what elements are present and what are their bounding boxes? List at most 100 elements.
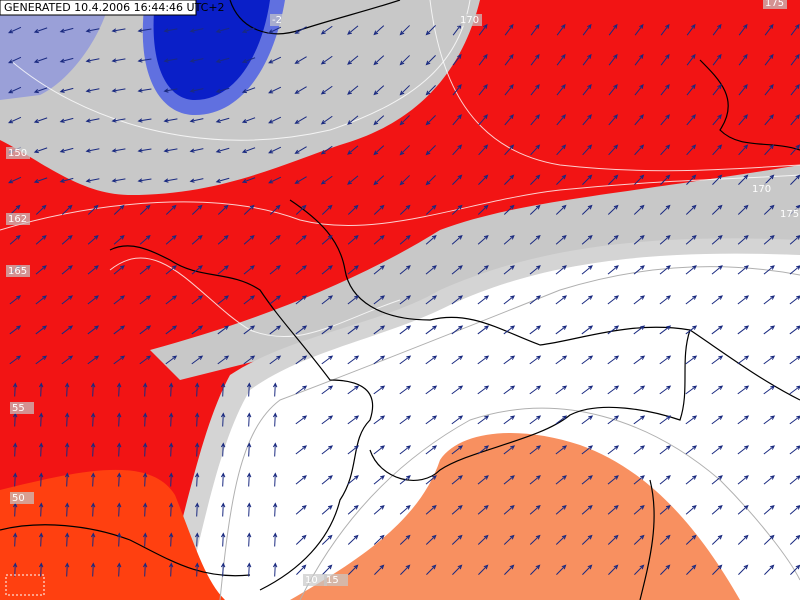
wind-arrow (347, 234, 359, 245)
wind-arrow (608, 84, 618, 96)
isoline (299, 407, 800, 600)
wind-arrow (685, 204, 697, 215)
wind-arrow (451, 385, 464, 395)
wind-arrow (685, 504, 697, 515)
wind-arrow (189, 58, 204, 63)
wind-arrow (633, 355, 646, 365)
wind-arrow (321, 504, 333, 515)
wind-arrow (607, 325, 620, 335)
wind-arrow (215, 147, 230, 153)
wind-arrow (243, 325, 256, 335)
wind-arrow (61, 325, 74, 335)
wind-arrow (295, 234, 307, 245)
wind-arrow (111, 118, 126, 123)
wind-arrow (737, 234, 749, 245)
wind-arrow (607, 355, 620, 365)
wind-arrow (12, 562, 18, 577)
wind-arrow (581, 504, 593, 515)
wind-arrow (321, 534, 333, 545)
wind-arrow (660, 564, 671, 575)
wind-arrow (321, 475, 333, 485)
wind-arrow (763, 295, 776, 305)
wind-arrow (530, 53, 540, 66)
wind-arrow (8, 26, 22, 34)
wind-arrow (61, 355, 74, 365)
wind-arrow (191, 204, 203, 215)
wind-arrow (90, 412, 96, 427)
wind-arrow (425, 115, 436, 126)
wind-arrow (139, 295, 152, 305)
wind-arrow (33, 117, 48, 124)
wind-arrow (738, 564, 749, 575)
wind-arrow (139, 355, 152, 365)
wind-arrow (64, 412, 70, 427)
wind-arrow (712, 114, 722, 126)
wind-arrow (87, 234, 99, 245)
wind-arrow (347, 85, 359, 95)
wind-arrow (399, 325, 412, 335)
wind-arrow (451, 325, 464, 335)
wind-arrow (530, 114, 540, 126)
wind-arrow (243, 355, 256, 365)
wind-arrow (555, 475, 567, 485)
wind-arrow (607, 475, 619, 485)
wind-arrow (189, 148, 204, 153)
wind-arrow (608, 174, 619, 185)
wind-arrow (194, 382, 200, 397)
contour-label: 165 (8, 266, 27, 277)
wind-arrow (61, 234, 73, 245)
wind-arrow (87, 204, 99, 215)
wind-arrow (272, 442, 278, 457)
wind-arrow (294, 86, 307, 94)
contour-label: 50 (12, 493, 25, 504)
wind-arrow (194, 412, 200, 427)
wind-arrow (191, 355, 204, 365)
wind-arrow (790, 114, 800, 126)
wind-arrow (33, 147, 48, 154)
wind-arrow (504, 23, 514, 36)
label-bg (10, 492, 34, 504)
wind-arrow (113, 234, 125, 245)
wind-arrow (35, 295, 48, 305)
wind-arrow (763, 415, 776, 425)
wind-arrow (90, 562, 96, 577)
wind-arrow (194, 502, 200, 517)
wind-arrow (634, 53, 644, 66)
wind-arrow (607, 265, 619, 275)
wind-arrow (373, 475, 385, 485)
contour-label: 175 (765, 0, 784, 9)
wind-arrow (660, 53, 670, 66)
wind-arrow (373, 25, 385, 36)
wind-arrow (243, 204, 255, 215)
wind-arrow (373, 355, 386, 365)
wind-arrow (321, 385, 334, 395)
wind-arrow (59, 57, 74, 63)
wind-arrow (61, 204, 73, 215)
wind-arrow (530, 144, 541, 156)
wind-arrow (191, 234, 203, 245)
wind-arrow (399, 504, 411, 515)
wind-arrow (246, 442, 252, 457)
wind-arrow (321, 204, 333, 215)
wind-arrow (660, 84, 670, 96)
wind-arrow (272, 532, 278, 547)
wind-arrow (685, 355, 698, 365)
wind-arrow (686, 174, 697, 185)
wind-arrow (789, 295, 800, 305)
wind-arrow (399, 234, 411, 245)
wind-arrow (659, 475, 671, 485)
wind-arrow (530, 84, 540, 96)
wind-arrow (373, 234, 385, 245)
wind-arrow (712, 564, 723, 575)
wind-arrow (35, 325, 48, 335)
wind-arrow (608, 23, 618, 36)
wind-arrow (399, 115, 410, 126)
wind-arrow (582, 84, 592, 96)
wind-arrow (215, 57, 230, 63)
wind-arrow (189, 88, 204, 93)
contour-label: 10 (305, 575, 318, 586)
wind-arrow (295, 415, 308, 425)
wind-arrow (61, 295, 74, 305)
wind-arrow (399, 445, 412, 455)
wind-arrow (478, 84, 488, 96)
